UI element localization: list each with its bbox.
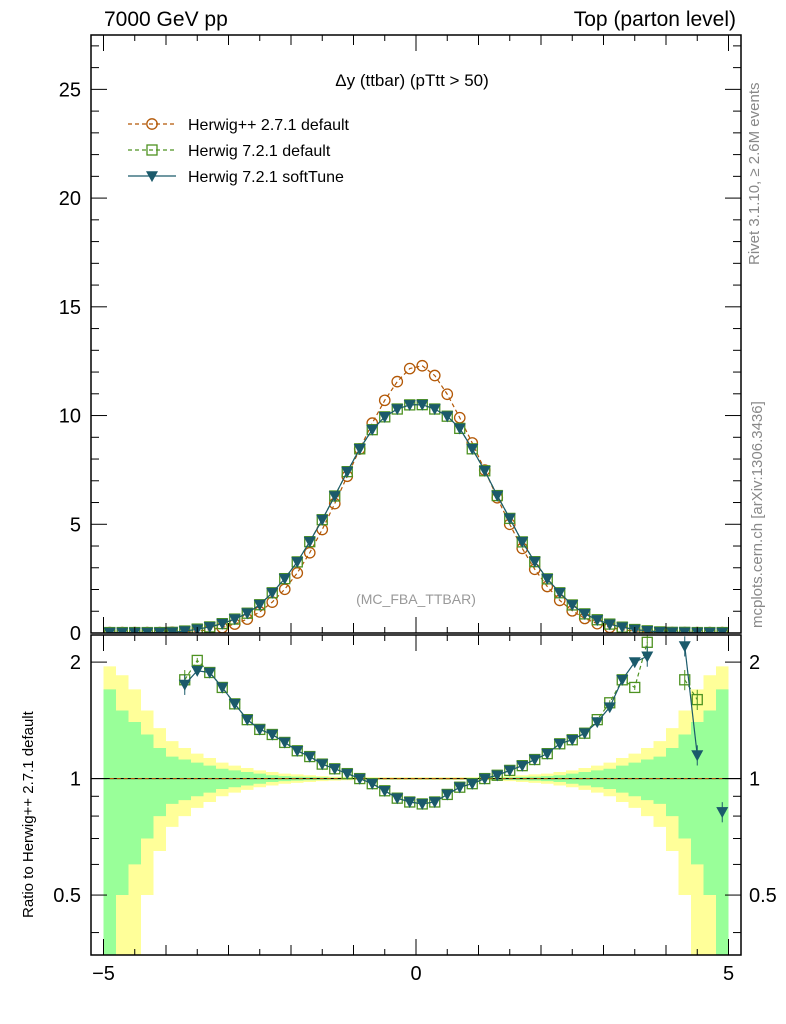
legend-label-softtune: Herwig 7.2.1 softTune [188,169,344,186]
data-point-softtune [553,587,566,599]
data-point-softtune [366,424,379,436]
band-inner [103,689,729,955]
data-point-herwigpp [403,362,416,375]
ratio-tick-label-left: 0.5 [53,885,81,907]
y-tick-label: 15 [59,297,81,319]
mc-uncertainty-bands [91,666,741,955]
ratio-tick-label-left: 1 [70,769,81,791]
ratio-series-group [109,635,729,823]
data-point-herwig721 [191,623,203,633]
series-line-herwigpp [109,365,723,633]
data-point-softtune [216,618,229,630]
ratio-point-herwig721 [691,693,703,706]
data-point-softtune [178,626,191,633]
y-tick-label: 20 [59,188,81,210]
data-point-softtune [453,423,466,435]
legend-marker-herwig721 [146,144,158,156]
ratio-line-softtune [184,655,648,805]
x-tick-label: −5 [92,963,115,985]
chart-watermark: (MC_FBA_TTBAR) [356,591,476,607]
data-point-softtune [541,574,554,585]
legend: Herwig++ 2.7.1 default Herwig 7.2.1 defau… [128,117,350,186]
data-point-softtune [416,399,429,411]
ratio-point-herwig721 [679,674,691,686]
ratio-tick-label-right: 1 [749,769,760,791]
mcplots-label: mcplots.cern.ch [arXiv:1306.3436] [749,401,766,628]
data-point-softtune [603,619,616,631]
data-point-softtune [291,557,304,569]
data-point-softtune [516,537,529,549]
data-point-softtune [428,404,441,416]
legend-marker-softtune [145,171,159,183]
data-point-softtune [341,466,354,478]
ratio-point-softtune [716,807,729,819]
data-point-softtune [616,622,629,633]
data-point-softtune [528,556,541,568]
ratio-y-axis-title: Ratio to Herwig++ 2.7.1 default [20,711,37,918]
data-point-softtune [578,609,591,620]
data-point-softtune [116,627,129,633]
ratio-tick-label-right: 2 [749,652,760,674]
data-point-softtune [316,514,329,526]
data-point-herwigpp [441,388,454,401]
data-point-softtune [353,444,366,455]
data-point-softtune [466,444,479,455]
y-tick-label: 5 [70,514,81,536]
data-point-herwigpp [291,567,304,579]
data-point-softtune [278,573,291,585]
data-point-softtune [716,627,729,633]
legend-label-herwig721: Herwig 7.2.1 default [188,143,331,160]
data-point-softtune [203,622,216,633]
data-point-softtune [403,400,416,412]
band-outer [103,666,729,955]
axes-group: 0 5 10 15 20 25 −5 0 5 0.5 0.5 1 1 2 2 [53,34,777,985]
ratio-point-herwig721 [191,654,203,667]
data-point-softtune [228,614,241,626]
y-tick-label: 25 [59,79,81,101]
y-tick-label: 10 [59,406,81,428]
data-point-softtune [441,411,454,423]
x-tick-label: 0 [410,963,421,985]
data-point-softtune [503,513,516,525]
legend-marker-herwigpp [146,118,158,130]
data-point-softtune [303,536,316,548]
ratio-tick-label-right: 0.5 [749,885,777,907]
legend-label-herwigpp: Herwig++ 2.7.1 default [188,117,350,134]
header-right: Top (parton level) [573,8,736,31]
header-left: 7000 GeV pp [104,8,228,31]
rivet-label: Rivet 3.1.10, ≥ 2.6M events [746,82,763,266]
data-point-softtune [478,465,491,477]
data-point-softtune [566,600,579,612]
chart-title: Δy (ttbar) (pTtt > 50) [335,71,489,90]
data-point-softtune [253,599,266,611]
ratio-tick-label-left: 2 [70,652,81,674]
data-point-softtune [141,627,154,633]
ratio-point-softtune [178,679,191,691]
ratio-line-herwig721 [684,679,698,700]
data-point-softtune [103,627,116,633]
data-point-softtune [491,490,504,502]
x-tick-label: 5 [723,963,734,985]
ratio-line-softtune [684,646,698,756]
data-point-herwigpp [391,375,404,388]
data-point-softtune [641,626,654,633]
data-point-herwigpp [278,583,291,596]
data-point-softtune [703,627,716,633]
data-point-herwigpp [428,369,441,382]
data-point-herwigpp [416,359,429,372]
data-point-softtune [591,615,604,627]
data-point-softtune [241,608,254,620]
data-point-softtune [391,404,404,416]
y-tick-label: 0 [70,623,81,645]
data-point-softtune [266,587,279,599]
data-point-softtune [153,627,166,633]
ratio-point-herwig721 [629,681,641,694]
data-point-softtune [328,491,341,503]
data-point-softtune [378,412,391,423]
data-point-herwigpp [378,394,391,407]
